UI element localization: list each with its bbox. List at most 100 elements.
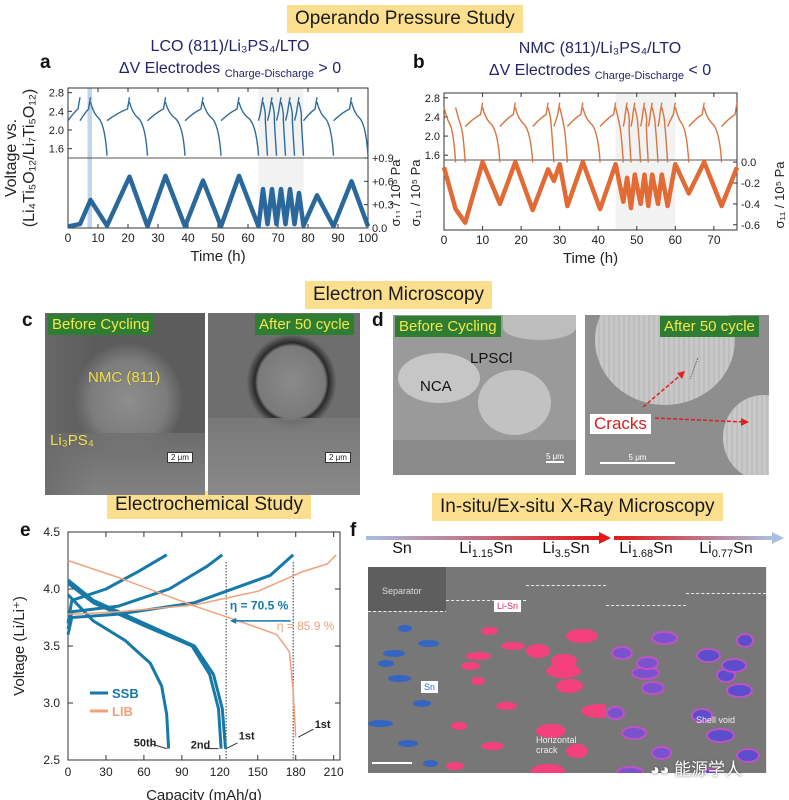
label-separator: Separator — [382, 586, 422, 596]
label-before-cycling-c: Before Cycling — [48, 314, 154, 335]
lisn-particle — [636, 656, 659, 670]
lisn-particle — [551, 654, 577, 669]
label-after-50-cycle-d: After 50 cycle — [660, 316, 759, 337]
sn-particle — [423, 760, 438, 767]
crack-arrows — [642, 371, 749, 426]
x-tick-label: 60 — [669, 233, 683, 247]
x-tick-label: 10 — [91, 231, 105, 245]
sn-particle — [418, 640, 439, 647]
x-axis-label: Time (h) — [190, 248, 245, 265]
curve-ssb-1st-discharge — [67, 578, 227, 749]
x-tick-label: 40 — [592, 233, 606, 247]
phase-end: Sn — [493, 540, 513, 557]
panel-b-title-line2: ΔV Electrodes Charge-Discharge < 0 — [450, 62, 750, 82]
nca-particle-2 — [478, 370, 551, 435]
chart-panel-a: 0 10 20 30 40 50 60 70 80 90 100 Time (h) 2.8 2.4 2.0 1… — [3, 87, 400, 265]
separator-boundary — [446, 600, 526, 601]
lisn-particle — [691, 708, 713, 723]
phase-sub: 0.77 — [711, 548, 734, 561]
x-tick-label: 100 — [358, 231, 378, 245]
label-after-50-cycle-c: After 50 cycle — [255, 314, 354, 335]
phase-end: Sn — [570, 540, 590, 557]
annotation-eta-ssb: η = 70.5 % — [230, 599, 289, 613]
lisn-particle — [736, 633, 754, 648]
panel-b-title-sub: Charge-Discharge — [594, 70, 684, 83]
pressure-curve — [67, 173, 371, 229]
lithiation-arrowhead — [599, 532, 611, 544]
x-tick-label: 180 — [286, 765, 306, 779]
lisn-particle — [611, 646, 633, 660]
legend-label: SSB — [112, 686, 139, 701]
lisn-particle — [651, 746, 672, 760]
y-tick-label: 2.5 — [43, 753, 60, 767]
lisn-particle — [526, 644, 550, 659]
section-title-operando: Operando Pressure Study — [287, 5, 523, 33]
lisn-particle — [536, 724, 567, 739]
sn-particle — [368, 720, 393, 727]
xray-column-4 — [686, 567, 767, 773]
lisn-particle — [616, 766, 644, 773]
y-axis-label: Voltage (Li/Li⁺) — [11, 596, 28, 696]
voltage-curve — [443, 102, 738, 163]
x-tick-label: 90 — [331, 231, 345, 245]
panel-letter-e: e — [20, 520, 31, 541]
x-tick-label: 10 — [476, 233, 490, 247]
sn-particle — [413, 700, 431, 707]
label-li3ps4: Li₃PS₄ — [50, 432, 94, 449]
chart-panel-e: 0 30 60 90 120 150 180 210 2.5 3.0 3.5 4.0 4.5 Capaci… — [11, 525, 344, 800]
sn-particle — [383, 650, 405, 657]
pressure-tick-label: -0.2 — [741, 178, 760, 190]
scale-bar-d-after: 5 μm — [600, 453, 675, 464]
panel-letter-c: c — [22, 310, 33, 331]
x-tick-label: 70 — [271, 231, 285, 245]
separator-boundary — [606, 605, 686, 606]
delithiation-arrowhead — [772, 532, 784, 544]
delithiation-bar — [614, 536, 772, 540]
lisn-particle — [471, 677, 485, 685]
x-tick-label: 50 — [211, 231, 225, 245]
pressure-tick-label: +0.9 — [372, 153, 394, 165]
x-tick-label: 90 — [175, 765, 189, 779]
pressure-tick-label: +0.3 — [372, 200, 394, 212]
xray-column-2 — [526, 567, 607, 773]
pressure-tick-label: +0.6 — [372, 176, 394, 188]
xray-column-0 — [368, 567, 449, 773]
pressure-curve — [441, 159, 740, 225]
annotation-1st-lib: 1st — [315, 719, 331, 731]
x-tick-label: 30 — [151, 231, 165, 245]
label-shell-void: Shell void — [696, 715, 736, 725]
pressure-tick-label: 0.0 — [372, 223, 387, 235]
plot-frame — [443, 92, 738, 231]
label-horizontal-crack: Horizontal crack — [536, 735, 577, 755]
lithiation-bar — [366, 536, 599, 540]
y-tick-label: 4.5 — [43, 525, 60, 539]
lisn-particle — [706, 728, 735, 743]
x-tick-label: 60 — [137, 765, 151, 779]
lithiation-arrow — [366, 532, 784, 544]
x-tick-label: 20 — [121, 231, 135, 245]
panel-letter-f: f — [350, 520, 357, 541]
phase-label-4: Li0.77Sn — [686, 540, 766, 560]
annotation-arrow — [151, 743, 167, 750]
lisn-particle — [581, 704, 606, 719]
lisn-particle — [446, 762, 464, 770]
annotation-arrow — [225, 742, 238, 750]
label-cracks: Cracks — [590, 414, 651, 434]
lisn-particle — [481, 742, 504, 750]
phase-sub: 3.5 — [554, 548, 571, 561]
lisn-particle — [726, 683, 753, 698]
label-lpscl: LPSCl — [470, 350, 513, 367]
plot-frame — [67, 531, 341, 761]
pressure-tick-label: -0.4 — [741, 199, 760, 211]
panel-b-title-main: ΔV Electrodes — [488, 62, 595, 79]
annotation-eta-lib: η = 85.9 % — [277, 619, 335, 633]
section-title-xray: In-situ/Ex-situ X-Ray Microscopy — [432, 493, 723, 521]
x-tick-label: 0 — [441, 233, 448, 247]
nca-particle — [398, 353, 480, 403]
phase-end: Sn — [733, 540, 753, 557]
lisn-particle — [556, 679, 584, 694]
label-before-cycling-d: Before Cycling — [395, 316, 501, 337]
curve-ssb-2nd-discharge — [67, 582, 223, 749]
separator-boundary — [526, 585, 606, 586]
curve-lib-1st-charge — [68, 554, 337, 615]
